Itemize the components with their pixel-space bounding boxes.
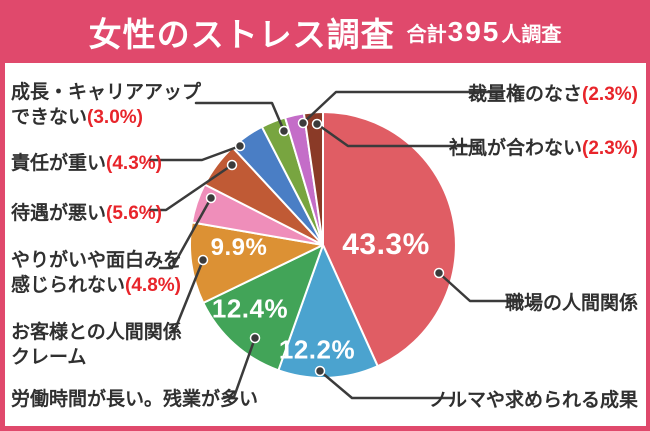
- pie-inside-value-quota: 12.2%: [278, 334, 356, 365]
- leader-line-3: [172, 258, 205, 334]
- callout-text: 職場の人間関係: [504, 293, 638, 314]
- callout-pct: (4.8%): [125, 275, 181, 296]
- leader-line-9: [315, 122, 480, 148]
- callout-text: やりがいや面白みを 感じられない: [11, 250, 183, 296]
- callout-pct: (4.3%): [106, 153, 162, 174]
- pie-slice-2: [202, 244, 324, 372]
- leader-line-8: [301, 90, 494, 125]
- leader-dot-0: [433, 267, 445, 279]
- callout-text: 待遇が悪い: [11, 203, 107, 224]
- leader-line-4: [158, 196, 213, 270]
- callout-text: ノルマや求められる成果: [428, 390, 638, 411]
- callout-workplace-relations: 職場の人間関係: [505, 291, 638, 316]
- callout-culture-fit: 社風が合わない(2.3%): [449, 136, 638, 161]
- leader-dot-3: [197, 254, 209, 266]
- callout-text: 社風が合わない: [449, 138, 583, 159]
- pie-slice-3: [189, 221, 324, 304]
- leader-dot-8: [297, 117, 309, 129]
- leader-line-1: [318, 369, 454, 400]
- leader-dot-4: [205, 192, 217, 204]
- leader-dot-5: [226, 159, 238, 171]
- callout-treatment: 待遇が悪い(5.6%): [11, 201, 162, 226]
- leader-dot-6: [234, 140, 246, 152]
- callout-text: 成長・キャリアアップ できない: [11, 82, 202, 128]
- survey-total: 合計 395 人調査: [407, 16, 562, 48]
- callout-fulfillment: やりがいや面白みを 感じられない(4.8%): [11, 248, 182, 298]
- pie-inside-value-workplace: 43.3%: [342, 228, 430, 261]
- callout-pct: (5.6%): [106, 203, 162, 224]
- callout-pct: (3.0%): [87, 107, 143, 128]
- callout-pct: (2.3%): [582, 138, 638, 159]
- leader-dot-1: [314, 365, 326, 377]
- pie-inside-value-customer: 9.9%: [210, 234, 268, 261]
- callout-pct: (2.3%): [582, 84, 638, 105]
- leader-line-5: [148, 163, 234, 212]
- callout-text: お客様との人間関係 クレーム: [11, 322, 182, 368]
- callout-working-hours: 労働時間が長い。残業が多い: [11, 387, 258, 412]
- callout-text: 裁量権のなさ: [468, 84, 583, 105]
- survey-total-count: 395: [447, 15, 501, 47]
- survey-total-suffix: 人調査: [501, 23, 562, 46]
- callout-text: 責任が重い: [11, 153, 107, 174]
- callout-text: 労働時間が長い。残業が多い: [11, 389, 259, 410]
- callout-responsibility: 責任が重い(4.3%): [11, 151, 162, 176]
- leader-line-2: [222, 336, 257, 399]
- callout-discretion: 裁量権のなさ(2.3%): [468, 82, 638, 107]
- survey-total-prefix: 合計: [406, 23, 447, 46]
- header-banner: 女性のストレス調査 合計 395 人調査: [0, 0, 650, 63]
- pie-slice-0: [322, 111, 457, 368]
- leader-dot-9: [311, 118, 323, 130]
- callout-quota: ノルマや求められる成果: [429, 388, 638, 413]
- leader-dot-2: [249, 332, 261, 344]
- leader-line-6: [148, 144, 242, 162]
- page-title: 女性のストレス調査: [88, 15, 395, 53]
- callout-career-growth: 成長・キャリアアップ できない(3.0%): [11, 80, 201, 130]
- callout-customer-relations: お客様との人間関係 クレーム: [11, 320, 182, 370]
- leader-dot-7: [278, 125, 290, 137]
- pie-inside-value-hours: 12.4%: [211, 293, 289, 324]
- leader-line-0: [437, 271, 525, 303]
- leader-line-7: [194, 101, 286, 133]
